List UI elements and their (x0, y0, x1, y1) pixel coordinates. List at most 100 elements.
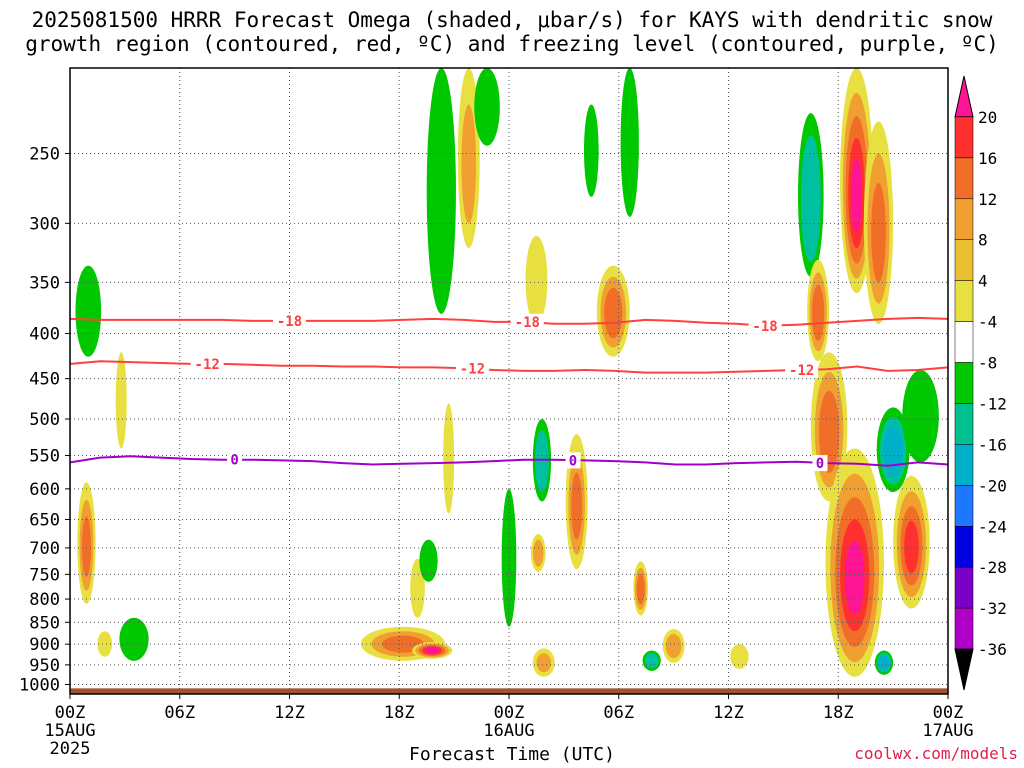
omega-cell-4--8 (119, 617, 149, 661)
omega-cell-23--12 (644, 653, 659, 669)
omega-cell-0-12 (81, 516, 92, 577)
y-tick-label-500: 500 (29, 410, 60, 430)
colorbar-swatch-1 (954, 116, 974, 159)
y-tick-label-350: 350 (29, 273, 60, 293)
colorbar-label-6: -8 (978, 354, 997, 373)
colorbar-label-13: -36 (978, 640, 1007, 659)
colorbar-swatch-2 (954, 157, 974, 200)
colorbar-swatch-8 (954, 403, 974, 445)
colorbar-swatch-6 (954, 321, 974, 363)
colorbar-swatch-4 (954, 239, 974, 281)
omega-cell-3-4 (115, 352, 127, 449)
omega-cell-12--8 (474, 68, 500, 146)
isotherm-label-0: -18 (277, 314, 302, 330)
colorbar-label-8: -16 (978, 435, 1007, 454)
colorbar-bottom-arrow (954, 648, 974, 691)
y-tick-label-300: 300 (29, 214, 60, 234)
colorbar-swatch-10 (954, 485, 974, 527)
omega-cell-1--8 (75, 265, 102, 357)
isotherm-label-5: -12 (789, 363, 814, 379)
omega-cell-2-4 (97, 631, 113, 657)
x-tick-label-3-0: 18Z (384, 703, 415, 723)
isotherm-label-bg-0 (273, 312, 306, 329)
omega-cell-8-4 (443, 403, 455, 514)
ground-strip (70, 688, 948, 694)
isotherm-line-0 (69, 316, 949, 327)
colorbar-swatch-13 (954, 607, 974, 650)
colorbar-swatch-3 (954, 198, 974, 240)
omega-cell-21--8 (620, 68, 639, 217)
colorbar-label-11: -28 (978, 558, 1007, 577)
x-tick-label-5-0: 06Z (603, 703, 634, 723)
omega-cell-10--8 (426, 68, 456, 314)
x-tick-label-0-0: 00Z (55, 703, 86, 723)
colorbar-swatch-5 (954, 280, 974, 322)
omega-cell-29-20 (844, 540, 865, 615)
isotherm-label-3: -12 (195, 357, 220, 373)
x-tick-label-4-1: 16AUG (483, 721, 534, 741)
x-tick-label-1-0: 06Z (164, 703, 195, 723)
omega-cell-7-4 (410, 558, 425, 618)
isotherm-label-bg-5 (785, 362, 819, 379)
y-tick-label-450: 450 (29, 370, 60, 390)
isotherm-label-6: 0 (230, 453, 238, 469)
omega-cell-17-4 (525, 235, 548, 324)
x-tick-label-6-0: 12Z (713, 703, 744, 723)
omega-cell-22-12 (636, 574, 645, 605)
y-tick-label-650: 650 (29, 511, 60, 531)
source-credit: coolwx.com/models (854, 744, 1018, 763)
y-tick-label-800: 800 (29, 590, 60, 610)
colorbar-label-7: -12 (978, 394, 1007, 413)
isotherm-label-bg-2 (748, 317, 782, 334)
isotherm-label-bg-8 (812, 455, 828, 472)
colorbar-label-1: 16 (978, 149, 997, 168)
colorbar-top-arrow (954, 75, 974, 118)
omega-cell-24-8 (665, 634, 682, 659)
isotherm-label-8: 0 (816, 456, 824, 472)
colorbar: 20 16 12 8 4 -4 -8 -12 -16 -20 -24 -28 -32 -36 (954, 75, 1007, 691)
isotherm-label-bg-4 (455, 360, 489, 377)
y-tick-label-550: 550 (29, 447, 60, 467)
y-tick-label-400: 400 (29, 325, 60, 345)
colorbar-label-9: -20 (978, 476, 1007, 495)
omega-cell-19--8 (583, 104, 599, 197)
colorbar-swatch-9 (954, 444, 974, 486)
omega-cell-30-20 (851, 158, 863, 232)
x-axis-title: Forecast Time (UTC) (409, 744, 615, 765)
y-tick-label-750: 750 (29, 565, 60, 585)
x-tick-label-8-1: 17AUG (922, 721, 973, 741)
omega-cell-26--12 (800, 135, 821, 262)
omega-cell-11-8 (461, 104, 477, 224)
omega-cell-28-12 (818, 390, 840, 473)
colorbar-label-4: 4 (978, 272, 988, 291)
y-tick-label-700: 700 (29, 539, 60, 559)
omega-cell-16-8 (536, 653, 552, 673)
x-tick-label-0-1: 15AUG (44, 721, 95, 741)
omega-cell-34--16 (878, 655, 890, 671)
isotherm-label-bg-3 (190, 355, 224, 372)
omega-cell-25-4 (730, 644, 749, 669)
isotherm-label-7: 0 (569, 453, 577, 469)
y-tick-label-250: 250 (29, 144, 60, 164)
omega-cell-14--12 (535, 430, 549, 493)
isotherm-label-1: -18 (515, 315, 540, 331)
omega-cell-31-12 (871, 182, 886, 283)
colorbar-label-5: -4 (978, 313, 997, 332)
x-tick-label-0-2: 2025 (50, 739, 91, 759)
isotherm-label-bg-1 (510, 313, 544, 330)
colorbar-label-2: 12 (978, 190, 997, 209)
chart-title-line1: 2025081500 HRRR Forecast Omega (shaded, … (31, 8, 993, 32)
chart-title-line2: growth region (contoured, red, ºC) and f… (25, 32, 999, 56)
x-tick-label-4-0: 00Z (494, 703, 525, 723)
x-tick-label-8-0: 00Z (933, 703, 964, 723)
omega-cell-33--8 (902, 370, 939, 463)
y-tick-label-950: 950 (29, 656, 60, 676)
colorbar-swatch-7 (954, 362, 974, 404)
y-tick-label-600: 600 (29, 480, 60, 500)
x-tick-label-2-0: 12Z (274, 703, 305, 723)
omega-cell-20-12 (604, 287, 623, 339)
omega-cell-32--16 (883, 425, 904, 477)
omega-cell-15-8 (533, 539, 544, 567)
y-tick-label-1000: 1000 (19, 676, 60, 696)
